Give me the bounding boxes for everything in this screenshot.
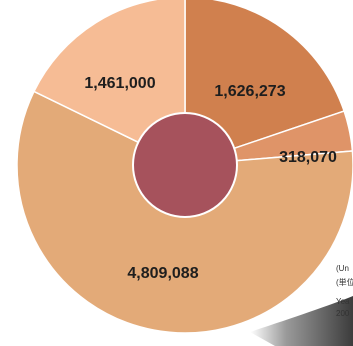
pie-slice-4 [32,0,186,167]
unit-label-en: (Un [336,264,349,273]
slice-label-3: 4,809,088 [127,265,198,282]
decorative-swoosh [250,296,353,346]
unit-label-jp: (単位 [336,277,353,287]
year-value: 200 [336,309,350,318]
donut-hole [132,112,238,218]
slice-label-1: 1,626,273 [214,83,285,100]
slice-label-4: 1,461,000 [84,75,155,92]
slice-label-2: 318,070 [279,149,337,166]
pie-slice-1 [184,0,346,167]
year-label: Yea [336,297,350,306]
slice-labels: 1,626,273 318,070 4,809,088 1,461,000 [84,75,337,282]
